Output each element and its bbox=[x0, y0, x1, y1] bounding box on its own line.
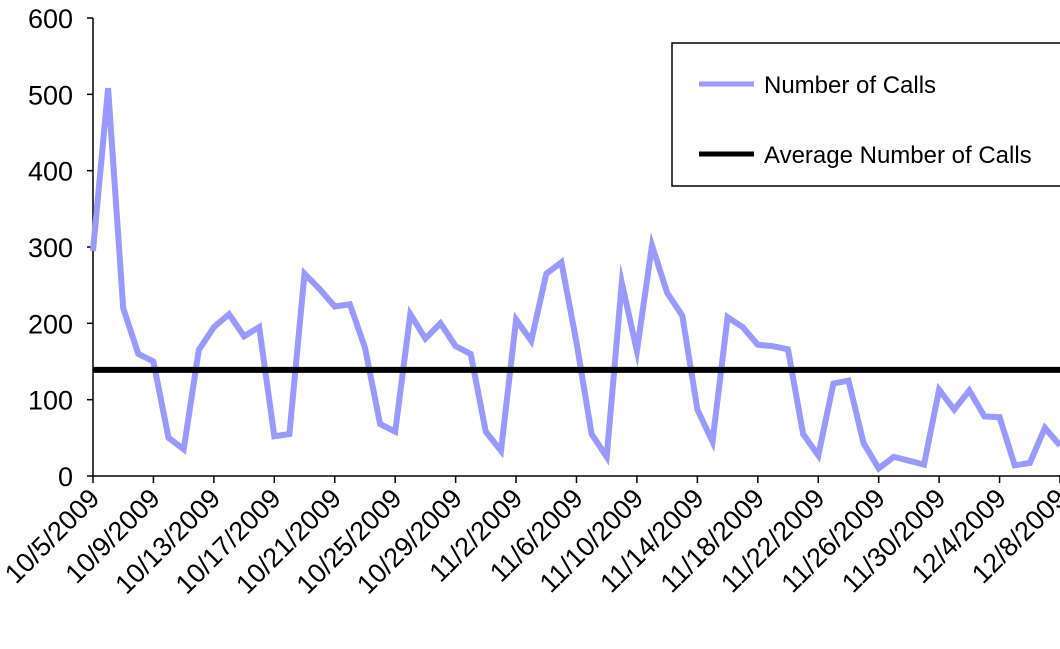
legend-box bbox=[671, 42, 1060, 187]
y-tick-label: 0 bbox=[58, 462, 73, 492]
legend-label-average-number-of-calls: Average Number of Calls bbox=[764, 142, 1032, 169]
y-tick-label: 500 bbox=[28, 80, 73, 110]
x-axis: 10/5/200910/9/200910/13/200910/17/200910… bbox=[0, 475, 1060, 600]
legend-label-number-of-calls: Number of Calls bbox=[764, 72, 936, 99]
y-tick-label: 300 bbox=[28, 233, 73, 263]
y-axis: 0 100 200 300 400 500 600 bbox=[28, 4, 94, 492]
y-tick-label: 400 bbox=[28, 157, 73, 187]
legend: Number of Calls Average Number of Calls bbox=[671, 42, 1060, 187]
y-tick-label: 600 bbox=[28, 4, 73, 34]
plot-area bbox=[90, 87, 1060, 473]
series-line-number-of-calls bbox=[90, 87, 1060, 473]
y-tick-label: 100 bbox=[28, 386, 73, 416]
y-tick-label: 200 bbox=[28, 309, 73, 339]
